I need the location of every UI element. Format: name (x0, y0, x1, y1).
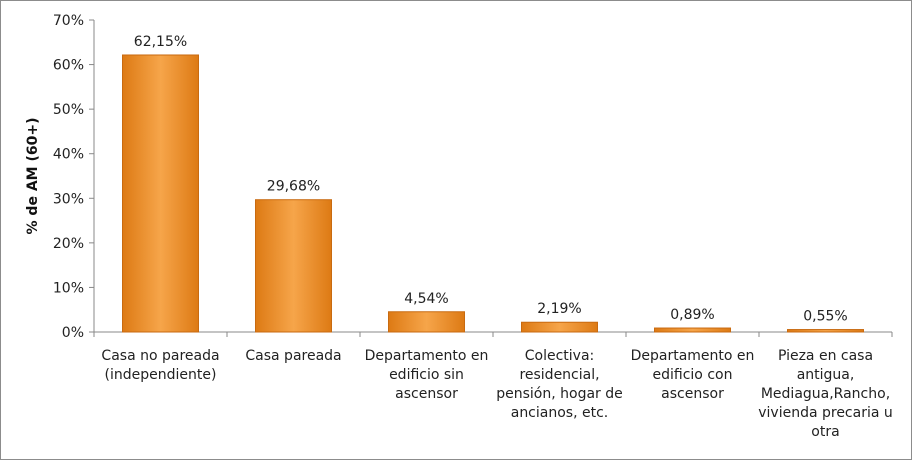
y-tick-label: 70% (53, 13, 84, 29)
y-axis-label: % de AM (60+) (25, 118, 41, 235)
category-label-line: vivienda precaria u (758, 405, 893, 421)
data-label: 2,19% (537, 301, 581, 317)
y-tick-label: 60% (53, 58, 84, 74)
y-tick-label: 40% (53, 147, 84, 163)
data-label: 62,15% (134, 34, 187, 50)
bar (388, 311, 465, 333)
category-label: Departamento en edificio con ascensor (631, 348, 755, 402)
category-label-line: Casa pareada (245, 348, 341, 364)
bar (122, 54, 199, 333)
category-label: Departamento en edificio sin ascensor (365, 348, 489, 402)
category-label: Pieza en casa antigua, Mediagua,Rancho, viv… (758, 348, 893, 440)
category-label-line: edificio con (653, 367, 733, 383)
y-tick-label: 50% (53, 102, 84, 118)
category-label-line: otra (811, 424, 839, 440)
bar (255, 199, 332, 333)
category-label-line: pensión, hogar de (496, 386, 623, 402)
category-label-line: ascensor (661, 386, 724, 402)
bar (787, 329, 864, 333)
data-labels: 62,15% 29,68% 4,54% 2,19% 0,89% 0,55% (134, 34, 848, 325)
category-label: Colectiva: residencial, pensión, hogar de a… (496, 348, 623, 421)
category-label-line: Pieza en casa (778, 348, 873, 364)
category-label-line: Departamento en (631, 348, 755, 364)
y-tick-label: 0% (62, 325, 84, 341)
data-label: 4,54% (404, 291, 448, 307)
y-tick-label: 10% (53, 280, 84, 296)
category-label-line: Departamento en (365, 348, 489, 364)
bar (521, 321, 598, 333)
category-label-line: Colectiva: (525, 348, 595, 364)
category-label-line: ancianos, etc. (511, 405, 609, 421)
category-label: Casa no pareada (independiente) (101, 348, 219, 383)
category-label-line: residencial, (519, 367, 599, 383)
category-label-line: Casa no pareada (101, 348, 219, 364)
axes: 0% 10% 20% 30% 40% 50% 60% 70% (53, 13, 893, 341)
data-label: 0,55% (803, 309, 847, 325)
data-label: 29,68% (267, 179, 320, 195)
category-label-line: edificio sin (389, 367, 464, 383)
category-label-line: ascensor (395, 386, 458, 402)
data-label: 0,89% (670, 307, 714, 323)
category-label-line: (independiente) (105, 367, 217, 383)
category-label: Casa pareada (245, 348, 341, 364)
y-tick-label: 20% (53, 236, 84, 252)
category-label-line: Mediagua,Rancho, (761, 386, 890, 402)
category-label-line: antigua, (797, 367, 855, 383)
y-tick-label: 30% (53, 191, 84, 207)
bars (122, 54, 864, 333)
bar (654, 327, 731, 333)
category-labels: Casa no pareada (independiente) Casa parea… (101, 348, 892, 440)
